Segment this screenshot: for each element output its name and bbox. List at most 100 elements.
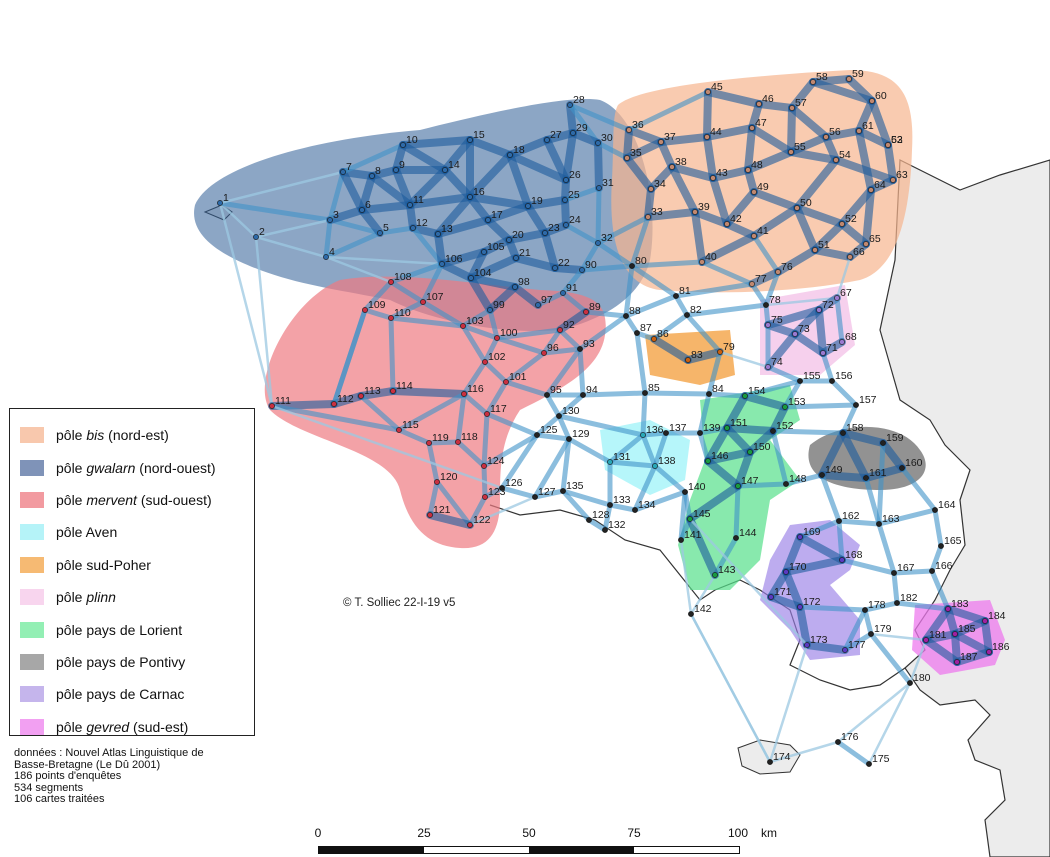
network-segment: [623, 154, 655, 193]
survey-point: 75: [765, 314, 783, 328]
network-segment: [586, 517, 608, 533]
survey-point-label: 87: [640, 322, 652, 334]
survey-point-dot: [562, 197, 568, 203]
network-segment: [723, 392, 749, 432]
survey-point: 168: [839, 549, 863, 563]
network-segment: [797, 604, 868, 613]
survey-point-dot: [460, 323, 466, 329]
network-segment: [788, 104, 830, 141]
network-segment: [506, 151, 532, 210]
survey-point-dot: [577, 346, 583, 352]
survey-point: 128: [586, 509, 610, 523]
survey-point-dot: [954, 659, 960, 665]
survey-point: 126: [499, 477, 523, 491]
network-segment: [556, 392, 586, 419]
survey-point-label: 44: [710, 126, 722, 138]
survey-point-label: 17: [491, 209, 503, 221]
survey-point: 4: [323, 246, 335, 260]
network-segment: [953, 648, 993, 666]
survey-point-label: 39: [698, 201, 710, 213]
survey-point-dot: [812, 247, 818, 253]
survey-point-label: 31: [602, 177, 614, 189]
survey-point-dot: [856, 128, 862, 134]
network-segment: [632, 489, 688, 513]
network-segment: [838, 220, 870, 248]
survey-point-label: 82: [690, 304, 702, 316]
network-segment: [835, 739, 872, 767]
survey-point-dot: [862, 607, 868, 613]
survey-point-label: 154: [748, 385, 766, 397]
network-segment: [532, 436, 572, 500]
network-segment: [218, 201, 258, 239]
survey-point-dot: [377, 230, 383, 236]
survey-point-dot: [929, 568, 935, 574]
survey-point: 9: [393, 159, 405, 173]
survey-point-label: 93: [583, 338, 595, 350]
network-segment: [484, 379, 509, 417]
network-segment: [820, 350, 835, 384]
survey-point-dot: [863, 475, 869, 481]
network-segment: [461, 359, 488, 397]
network-segment: [426, 439, 461, 446]
network-segment: [862, 600, 900, 613]
survey-point-dot: [792, 331, 798, 337]
network-segment: [388, 315, 396, 394]
legend-item: pôle pays de Carnac: [20, 678, 246, 710]
survey-point-dot: [535, 302, 541, 308]
network-segment: [679, 538, 693, 616]
network-segment: [434, 216, 492, 238]
survey-point: 150: [747, 441, 771, 455]
network-segment: [324, 255, 393, 284]
survey-point-label: 140: [688, 481, 706, 493]
survey-point: 76: [775, 261, 793, 275]
survey-point-dot: [847, 254, 853, 260]
network-segment: [396, 427, 432, 446]
network-segment: [787, 104, 796, 156]
network-segment: [543, 129, 577, 144]
survey-point: 111: [269, 395, 291, 409]
survey-point-label: 89: [589, 301, 601, 313]
network-segment: [884, 141, 897, 184]
network-segment: [331, 307, 368, 407]
network-segment: [218, 201, 274, 408]
survey-point-dot: [745, 167, 751, 173]
survey-point-label: 141: [684, 529, 702, 541]
network-segment: [466, 151, 514, 201]
network-segment: [254, 235, 274, 408]
survey-point-dot: [468, 275, 474, 281]
survey-point-dot: [390, 388, 396, 394]
survey-point: 30: [595, 132, 613, 146]
network-segment: [461, 391, 490, 417]
survey-point-label: 58: [816, 71, 828, 83]
network-segment: [420, 299, 466, 329]
network-segment: [562, 129, 577, 184]
survey-point: 178: [862, 599, 886, 613]
survey-point-label: 41: [757, 225, 769, 237]
survey-point: 132: [602, 519, 626, 533]
survey-point-label: 71: [826, 342, 838, 354]
survey-point: 112: [331, 393, 354, 407]
network-segment: [750, 204, 801, 240]
network-segment: [791, 330, 827, 357]
network-segment: [829, 378, 859, 408]
survey-point-dot: [810, 79, 816, 85]
survey-point-dot: [880, 440, 886, 446]
network-segment: [768, 740, 840, 764]
survey-point-label: 171: [774, 586, 792, 598]
survey-point-dot: [552, 265, 558, 271]
survey-point-dot: [669, 164, 675, 170]
survey-point: 110: [388, 307, 411, 321]
survey-point-label: 128: [592, 509, 610, 521]
survey-point: 137: [663, 422, 687, 436]
survey-point: 6: [359, 199, 371, 213]
network-segment: [629, 214, 651, 269]
survey-point-dot: [797, 378, 803, 384]
network-segment: [254, 218, 332, 239]
survey-point: 83: [685, 349, 703, 363]
survey-point-dot: [986, 649, 992, 655]
survey-point-dot: [544, 137, 550, 143]
survey-point-dot: [651, 336, 657, 342]
network-segment: [494, 335, 547, 356]
survey-point-label: 106: [445, 253, 463, 265]
network-segment: [563, 222, 601, 246]
